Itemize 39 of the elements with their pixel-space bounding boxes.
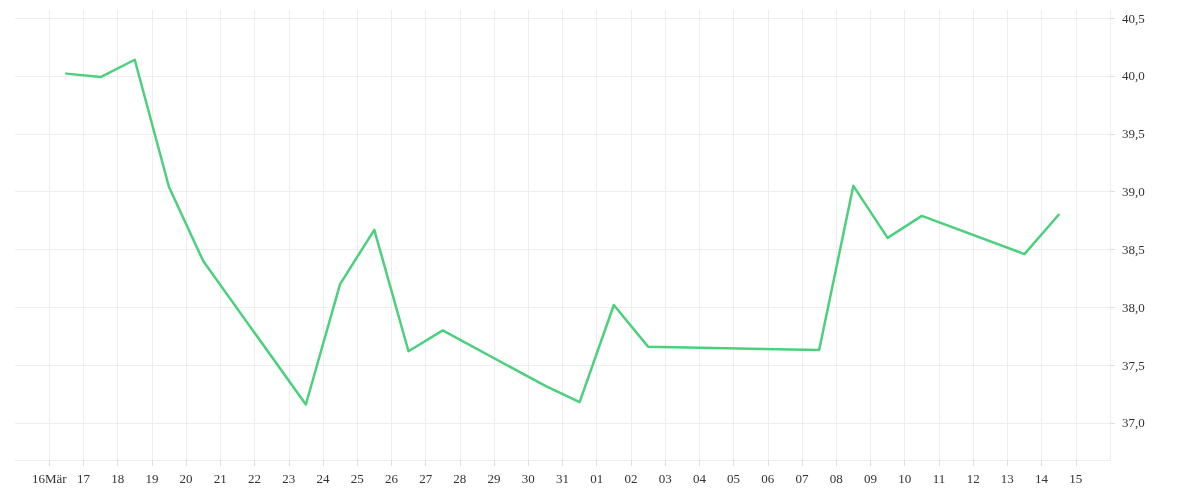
- x-tick-label: 09: [863, 471, 877, 486]
- x-tick-label: 03: [658, 471, 672, 486]
- x-tick-label: 28: [453, 471, 467, 486]
- x-tick-label: 13: [1000, 471, 1014, 486]
- x-tick-label: 20: [179, 471, 193, 486]
- x-tick-label: 23: [282, 471, 296, 486]
- x-tick-label: 04: [692, 471, 707, 486]
- x-tick-label: 29: [487, 471, 501, 486]
- x-tick-label: 19: [145, 471, 159, 486]
- y-tick-label: 40,0: [1122, 68, 1145, 84]
- y-tick-label: 37,0: [1122, 415, 1145, 431]
- x-tick-label: 17: [76, 471, 91, 486]
- x-tick-label: 18: [111, 471, 125, 486]
- x-tick-label: 11: [932, 471, 946, 486]
- x-tick-label: 07: [795, 471, 810, 486]
- x-tick-label: 30: [521, 471, 535, 486]
- x-tick-label: 12: [966, 471, 980, 486]
- y-tick-label: 40,5: [1122, 10, 1145, 26]
- x-tick-label: 06: [761, 471, 775, 486]
- x-tick-label: 22: [248, 471, 262, 486]
- x-tick-label: 16Mär: [31, 471, 68, 486]
- x-tick-label: 14: [1035, 471, 1049, 486]
- x-tick-label: 27: [419, 471, 433, 486]
- y-tick-label: 38,0: [1122, 299, 1145, 315]
- x-tick-label: 15: [1069, 471, 1083, 486]
- x-tick-label: 01: [590, 471, 604, 486]
- x-tick-label: 26: [384, 471, 399, 486]
- y-tick-label: 39,5: [1122, 126, 1145, 142]
- y-tick-label: 37,5: [1122, 357, 1145, 373]
- x-tick-label: 05: [727, 471, 741, 486]
- x-tick-label: 10: [898, 471, 912, 486]
- x-tick-label: 21: [213, 471, 227, 486]
- x-tick-label: 08: [829, 471, 843, 486]
- y-tick-label: 38,5: [1122, 241, 1145, 257]
- x-tick-label: 02: [624, 471, 638, 486]
- x-tick-label: 31: [556, 471, 569, 486]
- x-tick-label: 24: [316, 471, 330, 486]
- y-tick-label: 39,0: [1122, 184, 1145, 200]
- x-tick-label: 25: [350, 471, 364, 486]
